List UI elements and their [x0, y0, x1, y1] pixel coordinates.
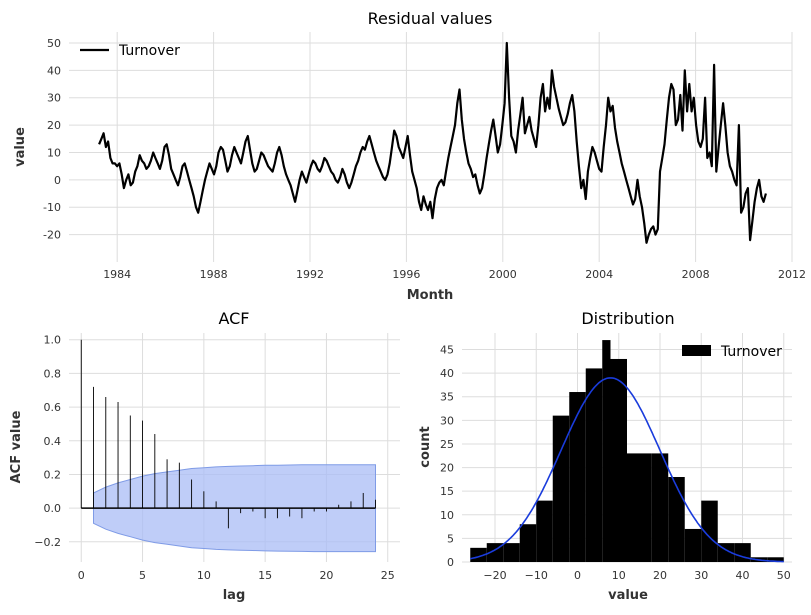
histogram-bar [536, 500, 553, 562]
histogram-bar [602, 340, 611, 562]
histogram-bar [701, 500, 718, 562]
y-tick-label: 40 [440, 367, 454, 380]
legend-label-turnover: Turnover [118, 43, 180, 59]
x-tick-label: 10 [612, 569, 626, 582]
y-tick-label: 0.6 [44, 401, 62, 414]
normal-fit-curve [470, 377, 784, 563]
legend-label-turnover-bars: Turnover [720, 344, 782, 360]
histogram-bar [627, 453, 652, 562]
y-tick-label: 0.0 [44, 502, 62, 515]
x-tick-label: 40 [736, 569, 750, 582]
histogram-bar [734, 543, 751, 562]
distribution-x-tick-labels: −20 −10 0 10 20 30 40 50 [483, 569, 790, 582]
x-tick-label: 0 [574, 569, 581, 582]
histogram-bar [503, 543, 520, 562]
distribution-x-axis-label: value [608, 588, 648, 603]
y-tick-label: 35 [440, 391, 454, 404]
series-line-turnover [98, 41, 767, 244]
y-tick-label: 5 [447, 532, 454, 545]
residual-y-tick-labels: 50 40 30 20 10 0 -10 -20 [43, 37, 61, 242]
y-tick-label: 30 [440, 414, 454, 427]
y-tick-label: 10 [440, 509, 454, 522]
x-tick-label: 2008 [682, 268, 710, 281]
residual-y-axis-label: value [13, 127, 28, 167]
y-tick-label: -10 [43, 201, 61, 214]
histogram-bar [519, 524, 537, 562]
distribution-title: Distribution [581, 309, 674, 328]
x-tick-label: 1984 [103, 268, 131, 281]
residual-plot-area [69, 32, 792, 262]
y-tick-label: 1.0 [44, 334, 62, 347]
x-tick-label: 30 [694, 569, 708, 582]
y-tick-label: -20 [43, 229, 61, 242]
y-tick-label: 0.2 [44, 468, 62, 481]
y-tick-label: 20 [440, 462, 454, 475]
x-tick-label: 1996 [392, 268, 420, 281]
residual-x-tick-labels: 1984 1988 1992 1996 2000 2004 2008 2012 [103, 268, 806, 281]
acf-x-tick-labels: 0 5 10 15 20 25 [78, 569, 395, 582]
residual-x-axis-label: Month [407, 288, 454, 303]
distribution-y-axis-label: count [418, 426, 433, 467]
x-tick-label: 20 [653, 569, 667, 582]
histogram-bar [552, 415, 570, 562]
x-tick-label: −10 [525, 569, 548, 582]
histogram-bars [470, 340, 784, 562]
x-tick-label: 15 [258, 569, 272, 582]
x-tick-label: 1988 [200, 268, 228, 281]
x-tick-label: 5 [139, 569, 146, 582]
distribution-legend: Turnover [682, 344, 782, 360]
y-tick-label: 20 [47, 119, 61, 132]
acf-y-axis-label: ACF value [9, 410, 24, 483]
acf-title: ACF [218, 309, 249, 328]
x-tick-label: 0 [78, 569, 85, 582]
y-tick-label: 25 [440, 438, 454, 451]
y-tick-label: 0 [54, 174, 61, 187]
x-tick-label: 2000 [489, 268, 517, 281]
acf-panel: 1.0 0.8 0.6 0.4 0.2 0.0 −0.2 0 5 10 15 20 25 ACF la… [9, 309, 400, 603]
distribution-y-tick-labels: 45 40 35 30 25 20 15 10 5 0 [440, 344, 454, 569]
histogram-bar [684, 528, 702, 562]
acf-y-tick-labels: 1.0 0.8 0.6 0.4 0.2 0.0 −0.2 [34, 334, 61, 549]
x-tick-label: 20 [319, 569, 333, 582]
x-tick-label: 50 [777, 569, 791, 582]
y-tick-label: −0.2 [34, 536, 61, 549]
acf-stems [80, 339, 376, 529]
y-tick-label: 10 [47, 146, 61, 159]
x-tick-label: 2012 [778, 268, 806, 281]
histogram-bar [767, 557, 784, 562]
histogram-bar [668, 477, 685, 562]
residual-panel: 50 40 30 20 10 0 -10 -20 1984 1988 1992 1996 2000 20… [13, 9, 806, 303]
histogram-bar [651, 453, 669, 562]
x-tick-label: 10 [197, 569, 211, 582]
y-tick-label: 30 [47, 92, 61, 105]
residual-title: Residual values [368, 9, 493, 28]
acf-x-axis-label: lag [223, 588, 246, 603]
x-tick-label: 25 [381, 569, 395, 582]
y-tick-label: 0.8 [44, 367, 62, 380]
y-tick-label: 0 [447, 556, 454, 569]
y-tick-label: 45 [440, 344, 454, 357]
y-tick-label: 40 [47, 64, 61, 77]
y-tick-label: 50 [47, 37, 61, 50]
x-tick-label: 1992 [296, 268, 324, 281]
histogram-bar [569, 392, 586, 562]
histogram-bar [610, 358, 627, 562]
histogram-bar [585, 368, 603, 562]
x-tick-label: −20 [483, 569, 506, 582]
legend-swatch-turnover-bars [682, 345, 711, 356]
x-tick-label: 2004 [585, 268, 613, 281]
y-tick-label: 0.4 [44, 435, 62, 448]
y-tick-label: 15 [440, 485, 454, 498]
residual-legend: Turnover [80, 43, 180, 59]
